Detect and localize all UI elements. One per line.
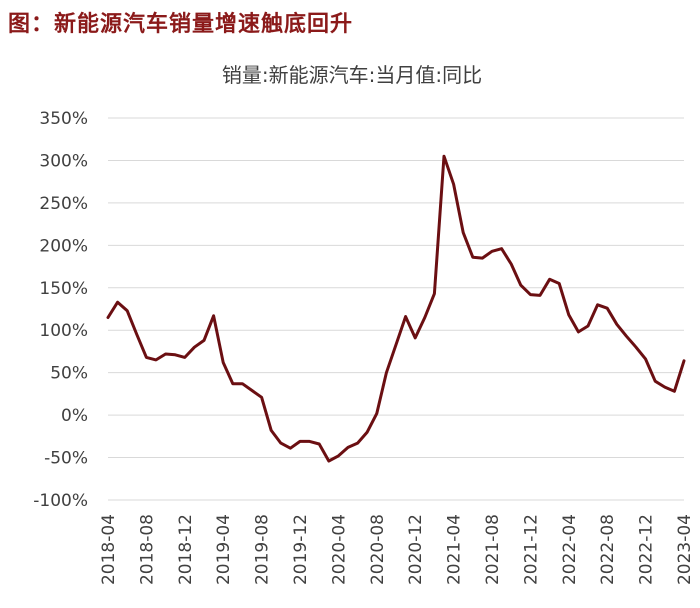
y-tick-label: 0% — [61, 406, 88, 426]
y-axis: -100% -50% 0% 50% 100% 150% 200% 250% 300% 350% — [33, 109, 88, 511]
x-tick-label: 2018-12 — [176, 514, 196, 585]
x-tick-label: 2022-04 — [560, 514, 580, 585]
y-tick-label: 50% — [50, 364, 88, 384]
series-layer — [106, 154, 686, 463]
x-tick-label: 2021-12 — [521, 514, 541, 585]
chart-title: 销量:新能源汽车:当月值:同比 — [222, 63, 482, 87]
x-tick-label: 2022-12 — [637, 514, 657, 585]
grid-lines — [108, 117, 684, 501]
y-tick-label: 150% — [39, 279, 88, 299]
x-tick-label: 2019-08 — [253, 514, 273, 585]
x-tick-label: 2021-08 — [483, 514, 503, 585]
x-tick-label: 2021-04 — [445, 514, 465, 585]
figure-title: 图：新能源汽车销量增速触底回升 — [8, 12, 354, 37]
x-tick-label: 2020-04 — [329, 514, 349, 585]
x-tick-label: 2019-04 — [214, 514, 234, 585]
y-tick-label: 250% — [39, 194, 88, 214]
x-tick-label: 2023-04 — [675, 514, 695, 585]
y-tick-label: -100% — [33, 491, 88, 511]
x-tick-label: 2018-08 — [137, 514, 157, 585]
y-tick-label: -50% — [44, 449, 88, 469]
x-tick-label: 2020-08 — [368, 514, 388, 585]
x-tick-label: 2022-08 — [598, 514, 618, 585]
y-tick-label: 300% — [39, 151, 88, 171]
y-tick-label: 100% — [39, 321, 88, 341]
series-line — [106, 154, 686, 463]
y-tick-label: 350% — [39, 109, 88, 129]
x-tick-label: 2018-04 — [99, 514, 119, 585]
x-tick-label: 2019-12 — [291, 514, 311, 585]
y-tick-label: 200% — [39, 236, 88, 256]
x-tick-label: 2020-12 — [406, 514, 426, 585]
x-axis: 2018-04 2018-08 2018-12 2019-04 2019-08 2019-… — [99, 514, 695, 585]
